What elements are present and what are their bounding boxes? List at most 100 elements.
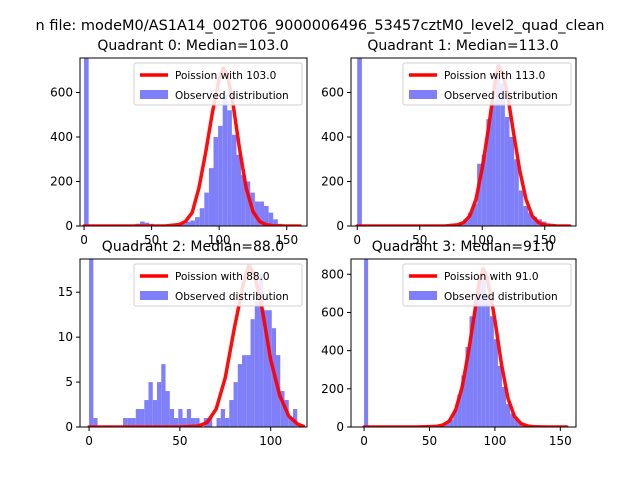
y-tick-label: 10 xyxy=(58,330,73,344)
histogram-bar xyxy=(216,418,221,427)
histogram-bar xyxy=(225,418,230,427)
legend-label-poisson: Poission with 103.0 xyxy=(175,70,276,82)
histogram-bar xyxy=(157,382,162,427)
histogram-bar xyxy=(220,409,226,427)
histogram-bar xyxy=(267,310,272,427)
y-tick-label: 400 xyxy=(321,344,344,358)
x-tick-label: 0 xyxy=(360,434,368,448)
histogram-bar xyxy=(148,382,153,427)
histogram-bar xyxy=(357,58,362,226)
histogram-bar xyxy=(181,223,186,226)
subplot-title: Quadrant 1: Median=113.0 xyxy=(367,38,558,54)
legend: Poission with 113.0 Observed distribution xyxy=(402,62,572,106)
histogram-bar xyxy=(241,174,246,226)
histogram-bar xyxy=(485,293,490,427)
histogram-bar xyxy=(191,418,196,427)
y-tick-label: 600 xyxy=(321,85,344,99)
histogram-bar xyxy=(237,364,243,427)
histogram-bar xyxy=(169,409,175,427)
histogram-bar xyxy=(259,201,265,226)
histogram-bar xyxy=(182,418,187,427)
histogram-bar xyxy=(165,391,170,427)
histogram-bar xyxy=(263,310,268,427)
histogram-bar xyxy=(204,192,209,226)
legend-box xyxy=(402,263,572,307)
histogram-bars xyxy=(84,58,288,226)
x-tick-label: 0 xyxy=(353,233,361,247)
histogram-bar xyxy=(93,418,98,427)
histogram-bar xyxy=(213,136,219,226)
legend-hist-swatch xyxy=(409,291,437,300)
x-tick-label: 100 xyxy=(471,233,494,247)
histogram-bar xyxy=(144,400,149,427)
histogram-bar xyxy=(280,391,285,427)
y-tick-label: 600 xyxy=(50,85,73,99)
histogram-bar xyxy=(481,154,487,226)
plot-area-quadrant-1: 0 50 100 150 0 200 400 600 Poission with 113.0 Ob… xyxy=(321,57,577,247)
legend-box xyxy=(133,62,303,106)
histogram-bar xyxy=(264,205,269,226)
subplot-quadrant-3: Quadrant 3: Median=91.0 0 50 100 150 0 200 400… xyxy=(321,239,577,448)
legend-hist-swatch xyxy=(140,90,168,99)
histogram-bar xyxy=(491,101,496,226)
histogram-bar xyxy=(504,116,510,226)
plot-area-quadrant-2: 0 50 100 0 5 10 15 Poission with 88.0 Observed d… xyxy=(58,258,308,448)
legend: Poission with 88.0 Observed distribution xyxy=(133,263,303,307)
histogram-bar xyxy=(199,208,205,226)
histogram-bar xyxy=(229,400,234,427)
histogram-bar xyxy=(473,293,478,427)
histogram-bar xyxy=(528,212,533,226)
histogram-bar xyxy=(195,418,200,427)
histogram-bar xyxy=(208,418,213,427)
histogram-bar xyxy=(268,212,274,226)
histogram-bar xyxy=(467,212,473,226)
legend-label-observed: Observed distribution xyxy=(444,291,558,303)
y-tick-label: 0 xyxy=(65,420,73,434)
x-tick-label: 100 xyxy=(483,434,506,448)
histogram-bar xyxy=(514,419,519,427)
histogram-bar xyxy=(131,418,136,427)
y-tick-label: 200 xyxy=(321,382,344,396)
histogram-bar xyxy=(174,418,179,427)
histogram-bar xyxy=(457,394,462,427)
x-tick-label: 150 xyxy=(549,434,572,448)
x-tick-label: 50 xyxy=(144,233,159,247)
x-tick-label: 50 xyxy=(422,434,437,448)
legend-label-poisson: Poission with 88.0 xyxy=(175,271,270,283)
plot-area-quadrant-0: 0 50 100 150 0 200 400 600 Poission with 103.0 Ob… xyxy=(50,57,308,247)
y-tick-label: 0 xyxy=(65,219,73,233)
histogram-bar xyxy=(293,409,298,427)
legend-label-poisson: Poission with 113.0 xyxy=(444,70,545,82)
x-tick-label: 150 xyxy=(533,233,556,247)
legend-hist-swatch xyxy=(409,90,437,99)
figure-suptitle: n file: modeM0/AS1A14_002T06_9000006496_… xyxy=(36,18,605,34)
legend-label-poisson: Poission with 91.0 xyxy=(444,271,539,283)
histogram-bar xyxy=(472,203,478,226)
subplot-quadrant-1: Quadrant 1: Median=113.0 0 50 100 150 0 200 40… xyxy=(321,38,577,247)
histogram-bar xyxy=(161,364,166,427)
y-tick-label: 0 xyxy=(336,219,344,233)
y-tick-label: 200 xyxy=(321,174,344,188)
subplot-quadrant-0: Quadrant 0: Median=103.0 0 50 100 150 0 200 40… xyxy=(50,38,308,247)
histogram-bar xyxy=(481,276,486,427)
axes-frame xyxy=(79,258,308,428)
x-tick-label: 50 xyxy=(172,434,187,448)
axes-frame xyxy=(350,258,577,428)
histogram-bar xyxy=(89,259,94,427)
histogram-bar xyxy=(500,83,505,226)
histogram-bar xyxy=(501,386,507,427)
histogram-bar xyxy=(477,280,482,427)
y-tick-label: 600 xyxy=(321,305,344,319)
histogram-bar xyxy=(135,409,141,427)
histogram-bar xyxy=(139,221,145,226)
legend: Poission with 91.0 Observed distribution xyxy=(402,263,572,307)
x-tick-label: 0 xyxy=(80,233,88,247)
histogram-bar xyxy=(254,301,260,427)
histogram-bar xyxy=(231,134,237,226)
histogram-bar xyxy=(123,418,128,427)
histogram-bar xyxy=(246,355,251,427)
x-tick-label: 0 xyxy=(85,434,93,448)
subplot-title: Quadrant 0: Median=103.0 xyxy=(97,38,288,54)
x-tick-label: 100 xyxy=(208,233,231,247)
